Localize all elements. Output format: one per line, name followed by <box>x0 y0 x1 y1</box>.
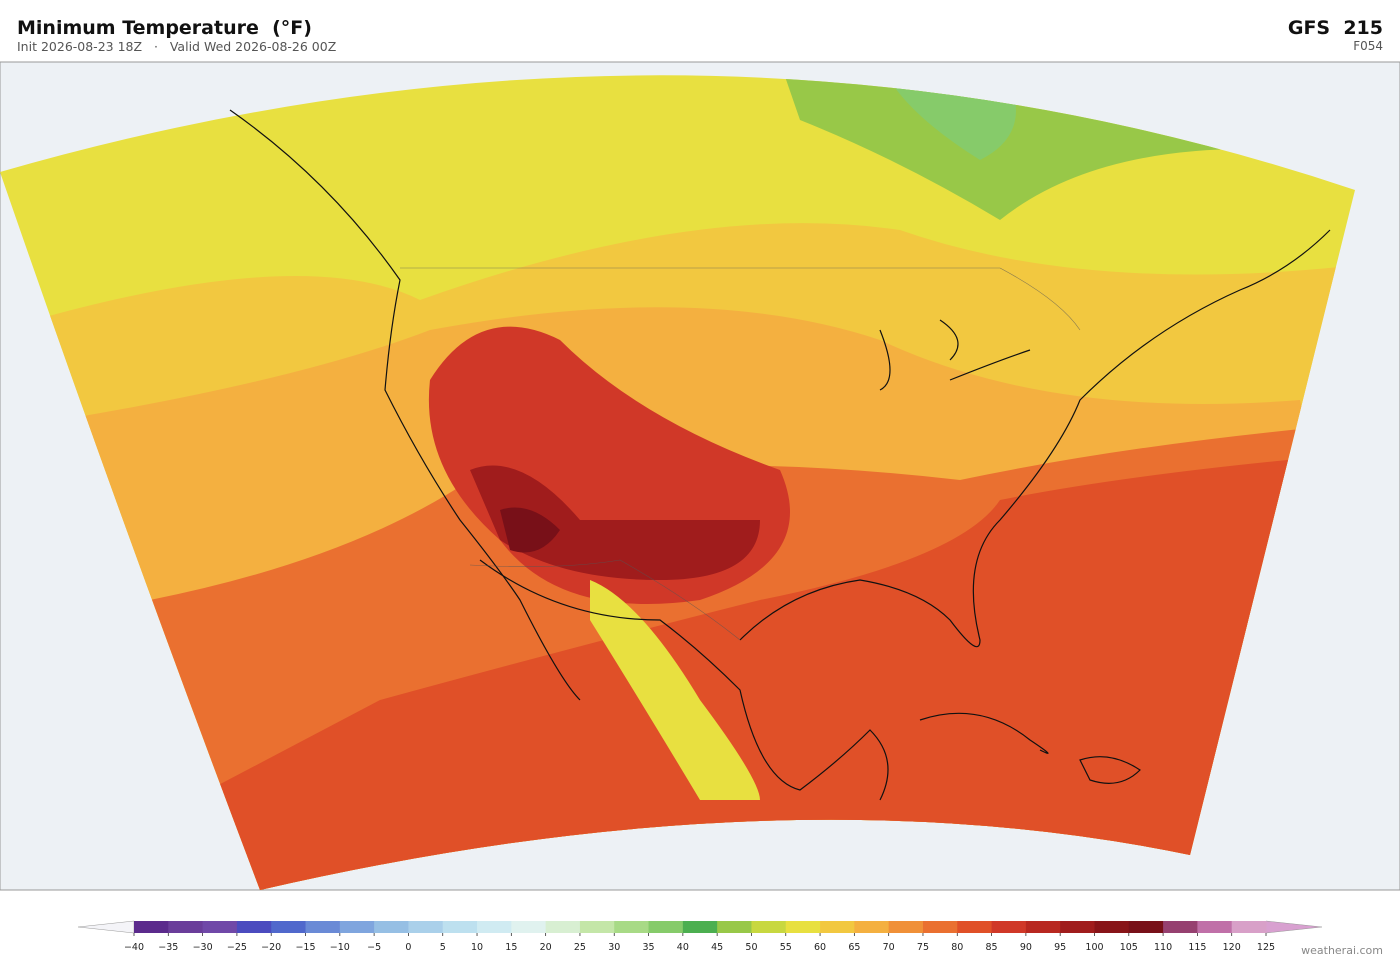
colorbar-bin <box>202 921 238 933</box>
colorbar-tick-label: −30 <box>193 942 213 953</box>
borders <box>400 267 1081 641</box>
temperature-field <box>0 75 1355 891</box>
colorbar-tick-label: 25 <box>574 942 586 953</box>
colorbar-bin <box>545 921 581 933</box>
colorbar-tick-label: 65 <box>848 942 860 953</box>
colorbar-tick-label: 70 <box>883 942 895 953</box>
coastlines <box>229 109 1331 801</box>
colorbar-tick-label: 85 <box>986 942 998 953</box>
colorbar-bin <box>888 921 924 933</box>
colorbar-tick-label: −35 <box>158 942 178 953</box>
colorbar-tick-label: −40 <box>124 942 144 953</box>
colorbar-bin <box>134 921 169 933</box>
colorbar-tick-label: 5 <box>440 942 446 953</box>
colorbar-bin <box>991 921 1027 933</box>
colorbar-bin <box>1025 921 1061 933</box>
colorbar-tick-label: −25 <box>227 942 247 953</box>
colorbar-tick-label: −10 <box>330 942 350 953</box>
colorbar-under <box>77 920 135 934</box>
colorbar-bin <box>751 921 787 933</box>
colorbar-bin <box>339 921 375 933</box>
colorbar-bin <box>1128 921 1164 933</box>
colorbar-tick-label: 55 <box>780 942 792 953</box>
colorbar-bin <box>614 921 650 933</box>
colorbar-tick-label: 115 <box>1188 942 1206 953</box>
colorbar-bin <box>442 921 478 933</box>
colorbar-bin <box>648 921 684 933</box>
credit: weatherai.com <box>1301 944 1383 957</box>
colorbar-tick-label: 110 <box>1154 942 1172 953</box>
colorbar-tick-label: 0 <box>405 942 411 953</box>
colorbar-bin <box>1094 921 1130 933</box>
colorbar-bin <box>305 921 341 933</box>
colorbar-tick-label: 75 <box>917 942 929 953</box>
colorbar-bin <box>682 921 718 933</box>
colorbar-tick-label: 40 <box>677 942 689 953</box>
model: GFS 215 <box>1288 17 1383 39</box>
colorbar-tick-label: 10 <box>471 942 483 953</box>
subtitle: Init 2026-08-23 18Z · Valid Wed 2026-08-… <box>17 39 336 54</box>
colorbar-tick-label: −20 <box>261 942 281 953</box>
colorbar-tick-label: 60 <box>814 942 826 953</box>
colorbar-tick-label: 20 <box>540 942 552 953</box>
colorbar-tick-label: 50 <box>745 942 757 953</box>
colorbar-bin <box>271 921 307 933</box>
colorbar-bin <box>785 921 821 933</box>
colorbar-bin <box>1231 921 1267 933</box>
colorbar-over <box>1265 920 1323 934</box>
colorbar-tick-label: 120 <box>1223 942 1241 953</box>
colorbar-bin <box>1060 921 1095 933</box>
colorbar-bin <box>511 921 547 933</box>
colorbar-tick-label: 95 <box>1054 942 1066 953</box>
colorbar-bin <box>854 921 890 933</box>
colorbar-bin <box>477 921 512 933</box>
colorbar-bin <box>1197 921 1233 933</box>
colorbar-bin <box>922 921 958 933</box>
colorbar-bin <box>374 921 409 933</box>
colorbar-tick-label: 90 <box>1020 942 1032 953</box>
colorbar-tick-label: 15 <box>505 942 517 953</box>
colorbar-tick-label: −15 <box>295 942 315 953</box>
colorbar-tick-label: 100 <box>1085 942 1103 953</box>
title: Minimum Temperature (°F) <box>17 17 312 39</box>
colorbar-tick-label: −5 <box>367 942 381 953</box>
colorbar-bin <box>408 921 444 933</box>
colorbar-tick-label: 30 <box>608 942 620 953</box>
colorbar-bin <box>579 921 615 933</box>
colorbar-tick-label: 105 <box>1120 942 1138 953</box>
forecast-hour: F054 <box>1353 39 1383 53</box>
colorbar-bin <box>1163 921 1198 933</box>
colorbar-bin <box>957 921 993 933</box>
colorbar-tick-label: 125 <box>1257 942 1275 953</box>
colorbar-tick-label: 80 <box>951 942 963 953</box>
colorbar-bin <box>168 921 204 933</box>
colorbar-tick-label: 35 <box>642 942 654 953</box>
colorbar-bin <box>717 921 752 933</box>
colorbar-bin <box>820 921 855 933</box>
colorbar-bin <box>236 921 272 933</box>
colorbar-tick-label: 45 <box>711 942 723 953</box>
